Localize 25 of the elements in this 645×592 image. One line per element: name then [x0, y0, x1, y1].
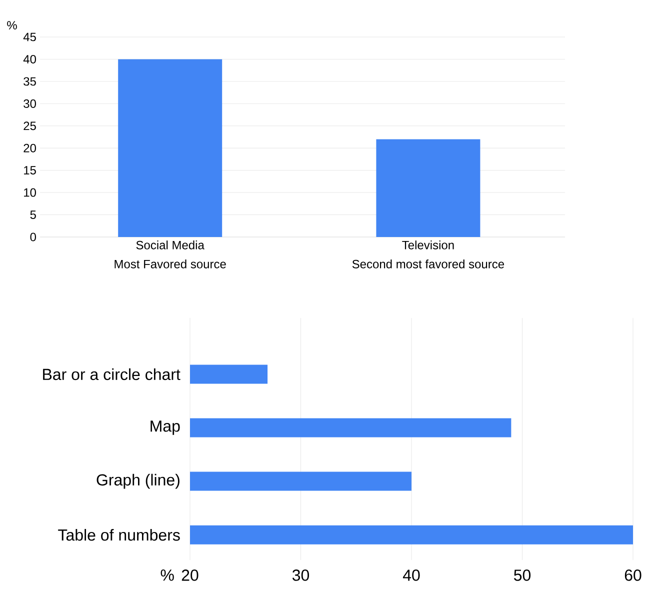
- y-tick-label: 10: [24, 188, 36, 197]
- y-tick-label: Bar or a circle chart: [43, 368, 180, 380]
- y-tick-label: 20: [24, 144, 36, 152]
- y-tick-label: 0: [30, 232, 36, 242]
- x-tick-label: Social Media: [136, 240, 204, 250]
- y-tick-label: 40: [23, 54, 36, 64]
- y-tick-label: Map: [150, 420, 180, 435]
- text: Second most favored source: [352, 260, 504, 268]
- y-tick-label: 30: [24, 99, 36, 108]
- y-tick-label: 5: [30, 210, 36, 219]
- x-tick-label: 20: [182, 570, 198, 581]
- y-tick-label: Table of numbers: [58, 528, 180, 541]
- x-tick-label: 60: [624, 570, 642, 581]
- y-axis-title: %: [7, 21, 17, 30]
- y-tick-label: Graph (line): [96, 474, 180, 489]
- y-tick-label: 15: [24, 166, 36, 175]
- x-axis-title: %: [160, 570, 174, 581]
- y-tick-label: 25: [24, 122, 36, 130]
- x-tick-label: 50: [514, 570, 531, 581]
- y-tick-label: 45: [23, 32, 36, 42]
- x-tick-label: 30: [292, 570, 310, 581]
- x-tick-label: 40: [402, 570, 420, 581]
- y-tick-label: 35: [24, 77, 36, 86]
- text: Most Favored source: [114, 260, 226, 268]
- x-tick-label: Television: [402, 240, 454, 250]
